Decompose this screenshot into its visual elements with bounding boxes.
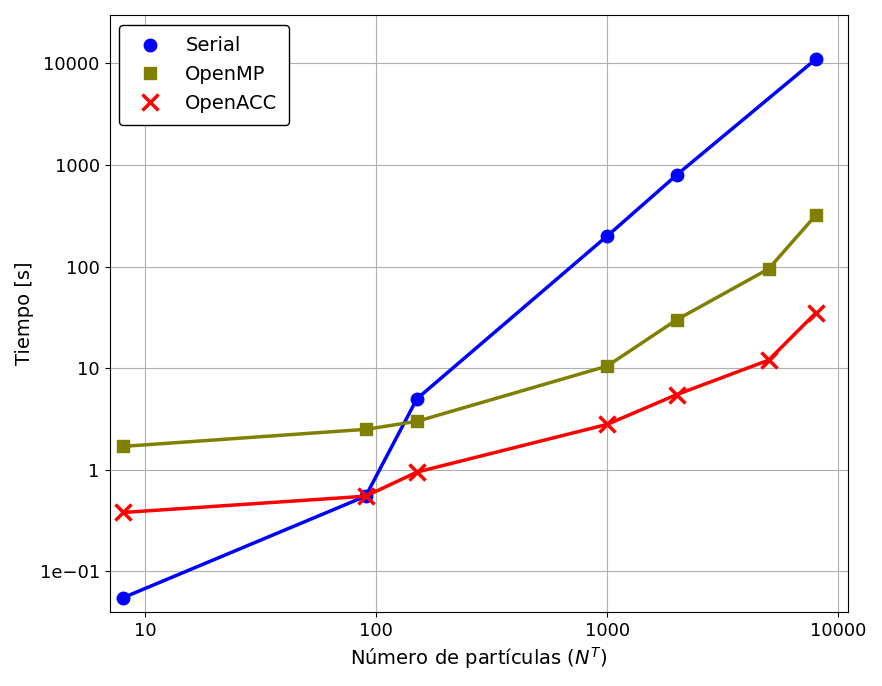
OpenACC	[412, 468, 422, 476]
OpenMP	[117, 442, 128, 451]
Serial	[412, 394, 422, 403]
Serial	[361, 492, 371, 500]
Line: OpenACC: OpenACC	[116, 305, 824, 520]
OpenACC	[671, 390, 682, 399]
OpenMP	[763, 265, 774, 273]
OpenMP	[602, 362, 612, 370]
Legend: Serial, OpenMP, OpenACC: Serial, OpenMP, OpenACC	[119, 25, 289, 124]
OpenACC	[763, 356, 774, 364]
OpenMP	[412, 417, 422, 425]
Line: OpenMP: OpenMP	[116, 209, 822, 453]
OpenMP	[811, 211, 821, 220]
OpenACC	[602, 421, 612, 429]
OpenACC	[361, 492, 371, 500]
Line: Serial: Serial	[116, 53, 822, 604]
OpenMP	[671, 316, 682, 324]
Serial	[811, 55, 821, 63]
OpenMP	[361, 425, 371, 434]
OpenACC	[811, 309, 821, 317]
Serial	[671, 171, 682, 179]
OpenACC	[117, 508, 128, 517]
Y-axis label: Tiempo [s]: Tiempo [s]	[15, 261, 34, 365]
Serial	[117, 593, 128, 602]
Serial	[602, 232, 612, 240]
X-axis label: Número de partículas ($N^T$): Número de partículas ($N^T$)	[350, 645, 607, 671]
